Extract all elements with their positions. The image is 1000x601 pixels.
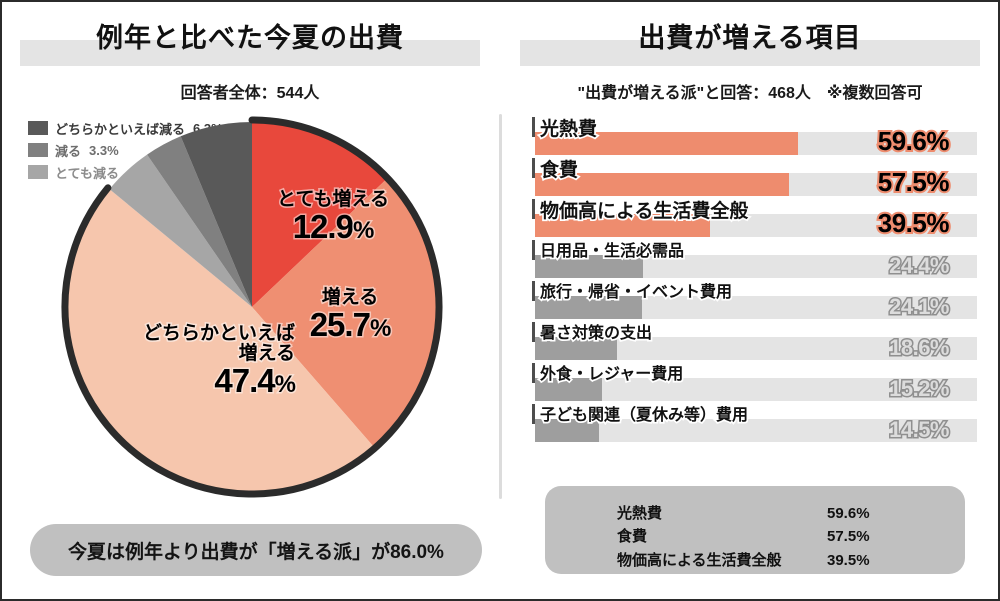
bar-value: 39.5% (876, 206, 952, 240)
bar-tick-icon (532, 240, 535, 260)
pie-chart-render (61, 116, 443, 498)
pie-label-value: 12.9% (291, 207, 376, 246)
pie-label-increase: 増える 25.7% (275, 286, 425, 344)
legend-swatch-icon (28, 165, 48, 179)
left-title-band (20, 40, 480, 66)
pie-slice-very-increase (252, 122, 387, 307)
bar-value: 24.1% (888, 293, 951, 321)
bar-tick-icon (532, 117, 535, 137)
pie-slice-decrease (147, 136, 252, 307)
bar-row: 物価高による生活費全般 39.5% (522, 196, 977, 240)
summary-label: 光熱費 (617, 505, 663, 522)
bar-fill (535, 378, 603, 401)
bar-row: 食費 57.5% (522, 155, 977, 199)
pie-label-value: 25.7% (308, 305, 393, 344)
right-panel-subtitle: "出費が増える派"と回答：468人 ※複数回答可 (577, 85, 923, 102)
bar-track (535, 378, 977, 401)
bar-track (535, 255, 977, 278)
bar-fill (535, 214, 710, 237)
bar-value: 59.6% (876, 124, 952, 158)
pie-chart: とても増える 12.9% 増える 25.7% どちらかといえば 増える 47.4… (57, 112, 447, 502)
right-title-band (520, 40, 980, 66)
pie-label-name: とても増える (276, 188, 391, 211)
pie-slice-increase (252, 179, 438, 447)
pie-emphasis-arc (61, 116, 443, 498)
bar-value: 57.5% (876, 165, 952, 199)
bar-chart: 光熱費 59.6% 食費 57.5% 物価高による生活費全般 39.5% 日用品… (522, 114, 977, 444)
bar-fill (535, 255, 643, 278)
summary-row: 食費 57.5% (545, 525, 965, 548)
pie-slice-somewhat-increase (67, 189, 374, 492)
summary-label: 食費 (617, 528, 648, 546)
legend-label: どちらかといえば減る (54, 120, 186, 137)
bar-label: 食費 (538, 158, 579, 182)
bar-label: 日用品・生活必需品 (538, 241, 685, 261)
right-panel-title: 出費が増える項目 (638, 23, 862, 53)
pie-slice-very-decrease (109, 154, 253, 307)
bar-fill (535, 173, 790, 196)
panel-divider (499, 114, 502, 499)
pie-label-name-line2: 増える (237, 342, 296, 365)
bar-value: 18.6% (888, 334, 951, 362)
pie-legend: どちらかといえば減る 6.3% 減る 3.3% とても減る 4.4% (28, 118, 308, 184)
bar-label: 子ども関連（夏休み等）費用 (538, 405, 749, 425)
bar-tick-icon (532, 158, 535, 178)
left-panel-title: 例年と比べた今夏の出費 (96, 23, 404, 53)
bar-tick-icon (532, 404, 535, 424)
summary-pill-left: 今夏は例年より出費が「増える派」が86.0% (30, 524, 482, 576)
bar-track (535, 419, 977, 442)
summary-box-right: 光熱費 59.6% 食費 57.5% 物価高による生活費全般 39.5% (545, 486, 965, 574)
summary-value: 59.6% (827, 505, 870, 522)
left-panel-subtitle: 回答者全体：544人 (180, 85, 320, 102)
summary-label: 物価高による生活費全般 (617, 551, 782, 569)
pie-label-name: 増える (320, 286, 379, 309)
pie-label-very-increase: とても増える 12.9% (253, 188, 413, 246)
bar-track (535, 296, 977, 319)
bar-fill (535, 337, 618, 360)
bar-row: 暑さ対策の支出 18.6% (522, 319, 977, 362)
bar-row: 旅行・帰省・イベント費用 24.1% (522, 278, 977, 321)
bar-label: 外食・レジャー費用 (538, 364, 685, 384)
pie-slice-somewhat-decrease (180, 122, 252, 307)
bar-label: 暑さ対策の支出 (538, 323, 653, 343)
summary-row: 光熱費 59.6% (545, 502, 965, 525)
bar-value: 14.5% (888, 416, 951, 444)
legend-swatch-icon (28, 143, 48, 157)
summary-row: 物価高による生活費全般 39.5% (545, 549, 965, 572)
bar-label: 旅行・帰省・イベント費用 (538, 282, 733, 302)
bar-fill (535, 296, 642, 319)
bar-tick-icon (532, 363, 535, 383)
bar-row: 子ども関連（夏休み等）費用 14.5% (522, 401, 977, 444)
pie-label-value: 47.4% (213, 361, 298, 400)
bar-row: 外食・レジャー費用 15.2% (522, 360, 977, 403)
legend-label: 減る (54, 142, 82, 159)
bar-tick-icon (532, 281, 535, 301)
bar-fill (535, 419, 600, 442)
legend-item: 減る 3.3% (28, 140, 308, 160)
summary-value: 57.5% (827, 528, 870, 546)
pie-label-somewhat-increase: どちらかといえば 増える 47.4% (85, 322, 298, 400)
bar-value: 15.2% (888, 375, 951, 403)
summary-value: 39.5% (827, 551, 870, 569)
bar-row: 光熱費 59.6% (522, 114, 977, 158)
bar-track (535, 337, 977, 360)
bar-value: 24.4% (888, 252, 951, 280)
pie-label-name-line1: どちらかといえば (141, 322, 296, 345)
bar-fill (535, 132, 799, 155)
bar-row: 日用品・生活必需品 24.4% (522, 237, 977, 280)
legend-label: とても減る (54, 164, 120, 181)
bar-tick-icon (532, 322, 535, 342)
bar-label: 物価高による生活費全般 (538, 199, 750, 223)
bar-tick-icon (532, 199, 535, 219)
bar-label: 光熱費 (538, 117, 598, 141)
legend-value: 3.3% (88, 141, 120, 158)
legend-swatch-icon (28, 121, 48, 135)
summary-pill-text: 今夏は例年より出費が「増える派」が86.0% (68, 541, 444, 563)
